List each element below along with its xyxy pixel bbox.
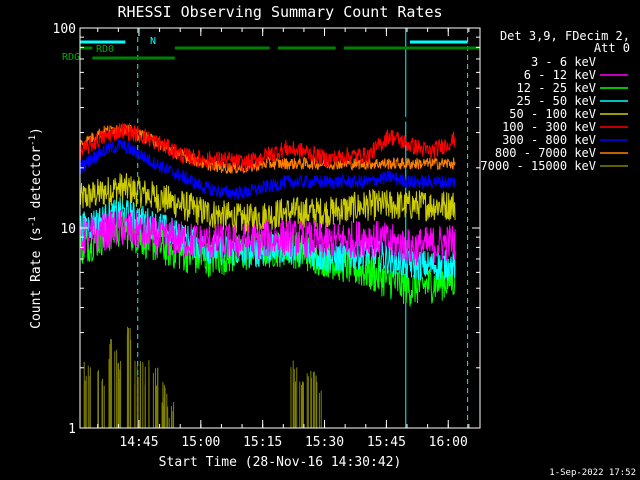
footer-date: 1-Sep-2022 17:52	[549, 468, 636, 478]
y-tick-label: 1	[68, 422, 76, 437]
x-tick-label: 15:15	[243, 435, 282, 450]
y-axis-ticks: 1 10 100	[53, 22, 480, 437]
chart-title: RHESSI Observing Summary Count Rates	[117, 3, 442, 21]
legend-label: 3 - 6 keV	[531, 55, 596, 69]
x-axis-label: Start Time (28-Nov-16 14:30:42)	[159, 455, 402, 470]
series-line-100-300-kev	[79, 122, 456, 173]
x-tick-label: 15:45	[367, 435, 406, 450]
series-line-300-800-kev	[79, 139, 456, 200]
y-axis-label-sup-2: -1	[28, 135, 38, 146]
x-axis-ticks: 14:45 15:00 15:15 15:30 15:45 16:00	[97, 28, 470, 450]
x-tick-label: 14:45	[119, 435, 158, 450]
y-tick-label: 100	[53, 22, 76, 37]
y-axis-label: Count Rate (s-1 detector-1)	[28, 127, 44, 329]
y-tick-label: 10	[60, 222, 76, 237]
series-line-6-12-kev	[79, 210, 456, 266]
legend-label: 50 - 100 keV	[509, 107, 596, 121]
legend-header-line-1: Det 3,9, FDecim 2,	[500, 29, 630, 43]
x-tick-label: 15:00	[181, 435, 220, 450]
legend-label: 12 - 25 keV	[517, 81, 596, 95]
legend-label: 800 - 7000 keV	[495, 146, 596, 160]
y-axis-label-sup-1: -1	[28, 216, 38, 227]
series-line-3-6-kev	[79, 68, 456, 135]
plot-area: N RD0 RDG	[62, 28, 480, 428]
y-axis-label-end: )	[29, 127, 44, 135]
legend-label: 100 - 300 keV	[502, 120, 596, 134]
legend-label: 7000 - 15000 keV	[480, 159, 596, 173]
legend-header-line-2: Att 0	[594, 41, 630, 55]
legend-label: 300 - 800 keV	[502, 133, 596, 147]
legend-label: 6 - 12 keV	[524, 68, 596, 82]
annotation-n: N	[150, 36, 156, 47]
x-tick-label: 16:00	[429, 435, 468, 450]
x-tick-label: 15:30	[305, 435, 344, 450]
legend-label: 25 - 50 keV	[517, 94, 596, 108]
annotation-rdg: RDG	[62, 52, 80, 63]
annotation-rd0: RD0	[96, 44, 114, 55]
y-axis-label-mid: detector	[29, 146, 44, 217]
y-axis-label-main: Count Rate (s	[29, 227, 44, 329]
